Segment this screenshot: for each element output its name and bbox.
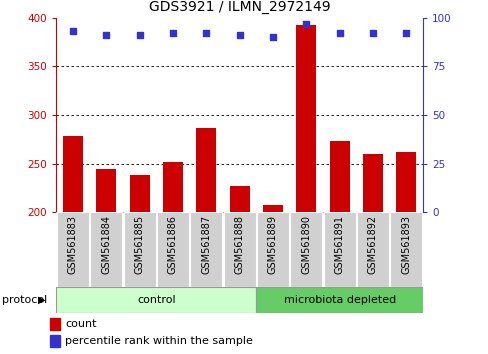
Point [368, 30, 376, 36]
Title: GDS3921 / ILMN_2972149: GDS3921 / ILMN_2972149 [148, 0, 330, 14]
Bar [256, 287, 422, 313]
Bar [323, 212, 355, 287]
Bar [362, 154, 382, 212]
Bar [90, 212, 122, 287]
Point [202, 30, 210, 36]
Bar [50, 335, 60, 347]
Text: GSM561892: GSM561892 [367, 215, 377, 274]
Bar [196, 128, 216, 212]
Text: GSM561888: GSM561888 [234, 215, 244, 274]
Point [302, 21, 309, 26]
Bar [56, 287, 256, 313]
Point [402, 30, 409, 36]
Bar [223, 212, 255, 287]
Text: GSM561883: GSM561883 [68, 215, 78, 274]
Bar [96, 169, 116, 212]
Bar [163, 162, 183, 212]
Bar [263, 205, 283, 212]
Point [102, 32, 110, 38]
Text: GSM561887: GSM561887 [201, 215, 211, 274]
Text: microbiota depleted: microbiota depleted [283, 295, 395, 305]
Text: protocol: protocol [2, 295, 48, 305]
Bar [356, 212, 388, 287]
Point [135, 32, 143, 38]
Text: GSM561889: GSM561889 [267, 215, 277, 274]
Point [335, 30, 343, 36]
Bar [57, 212, 89, 287]
Bar [389, 212, 422, 287]
Text: percentile rank within the sample: percentile rank within the sample [65, 336, 252, 346]
Bar [395, 152, 415, 212]
Text: GSM561891: GSM561891 [334, 215, 344, 274]
Bar [190, 212, 222, 287]
Bar [157, 212, 188, 287]
Text: GSM561893: GSM561893 [401, 215, 410, 274]
Text: GSM561890: GSM561890 [301, 215, 311, 274]
Point [169, 30, 177, 36]
Bar [63, 136, 83, 212]
Text: control: control [137, 295, 175, 305]
Bar [296, 25, 316, 212]
Text: GSM561885: GSM561885 [134, 215, 144, 274]
Bar [129, 176, 149, 212]
Point [268, 34, 276, 40]
Bar [50, 318, 60, 330]
Bar [290, 212, 322, 287]
Bar [229, 186, 249, 212]
Bar [329, 141, 349, 212]
Bar [256, 212, 288, 287]
Point [235, 32, 243, 38]
Text: GSM561886: GSM561886 [167, 215, 178, 274]
Bar [123, 212, 155, 287]
Point [69, 28, 77, 34]
Text: GSM561884: GSM561884 [101, 215, 111, 274]
Text: ▶: ▶ [38, 295, 45, 305]
Text: count: count [65, 319, 96, 329]
